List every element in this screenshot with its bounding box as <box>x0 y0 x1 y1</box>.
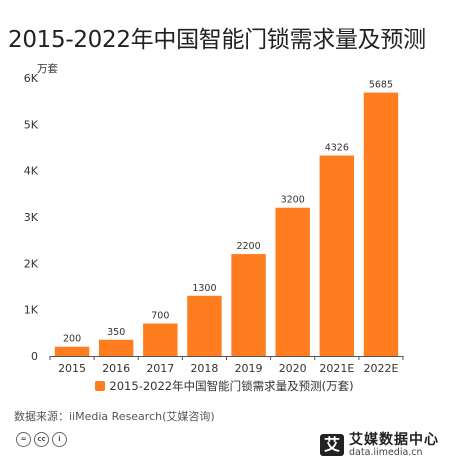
y-tick-label: 1K <box>24 304 39 317</box>
bar-value-label: 4326 <box>325 143 349 154</box>
x-tick-label: 2021E <box>319 362 354 375</box>
bar-value-label: 700 <box>151 311 169 322</box>
cc-license-icon: cc <box>34 432 49 447</box>
logo-url: data.iimedia.cn <box>349 447 423 458</box>
by-license-icon: i <box>52 432 67 447</box>
legend-swatch <box>95 381 106 391</box>
logo-name: 艾媒数据中心 <box>349 432 439 448</box>
y-axis-unit-label: 万套 <box>37 62 58 75</box>
y-tick-label: 5K <box>24 118 39 131</box>
bar-value-label: 5685 <box>369 80 393 91</box>
license-badges: = cc i <box>16 432 67 447</box>
bar <box>98 339 134 356</box>
legend: 2015-2022年中国智能门锁需求量及预测(万套) <box>0 378 449 394</box>
iimedia-logo: 艾 艾媒数据中心 data.iimedia.cn <box>320 433 439 458</box>
y-tick-label: 2K <box>24 257 39 270</box>
bar <box>187 295 222 356</box>
bar <box>363 92 399 356</box>
x-tick-label: 2015 <box>58 362 86 375</box>
legend-label: 2015-2022年中国智能门锁需求量及预测(万套) <box>109 379 354 393</box>
nd-license-icon: = <box>16 432 31 447</box>
bar-chart: 万套 0 1K 2K 3K 4K 5K 6K 200 2015 350 2016 700 2017 1300… <box>24 62 404 375</box>
x-tick-label: 2018 <box>190 362 218 375</box>
logo-mark-icon: 艾 <box>320 434 344 457</box>
x-tick-label: 2017 <box>146 362 174 375</box>
x-tick-label: 2022E <box>363 362 398 375</box>
bar-value-label: 3200 <box>281 195 305 206</box>
bar <box>275 207 310 356</box>
y-tick-label: 6K <box>24 72 39 85</box>
x-tick-label: 2020 <box>279 362 307 375</box>
chart-title: 2015-2022年中国智能门锁需求量及预测 <box>8 27 426 53</box>
source-text: 数据来源：iiMedia Research(艾媒咨询) <box>14 410 215 423</box>
bar-value-label: 2200 <box>236 241 260 252</box>
y-tick-label: 3K <box>24 211 39 224</box>
bar <box>54 346 90 356</box>
bar <box>231 254 266 356</box>
bar-value-label: 350 <box>107 327 125 338</box>
bar-value-label: 200 <box>63 334 81 345</box>
x-tick-label: 2019 <box>235 362 263 375</box>
bar <box>319 155 355 356</box>
y-tick-label: 0 <box>31 350 38 363</box>
bar <box>143 323 178 356</box>
y-tick-label: 4K <box>24 165 39 178</box>
x-tick-label: 2016 <box>102 362 130 375</box>
bar-value-label: 1300 <box>192 283 216 294</box>
